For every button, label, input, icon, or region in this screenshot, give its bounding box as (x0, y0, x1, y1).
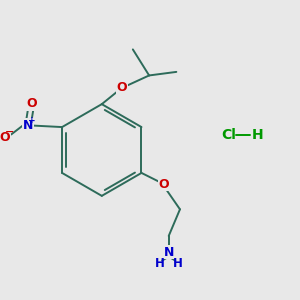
Text: Cl: Cl (222, 128, 236, 142)
Text: H: H (173, 257, 182, 270)
Text: −: − (5, 127, 15, 137)
Text: O: O (117, 81, 127, 94)
Text: O: O (0, 131, 10, 144)
Text: O: O (158, 178, 169, 191)
Text: +: + (28, 116, 36, 125)
Text: N: N (23, 119, 33, 132)
Text: N: N (164, 246, 174, 259)
Text: O: O (26, 97, 37, 110)
Text: H: H (251, 128, 263, 142)
Text: H: H (155, 257, 165, 270)
